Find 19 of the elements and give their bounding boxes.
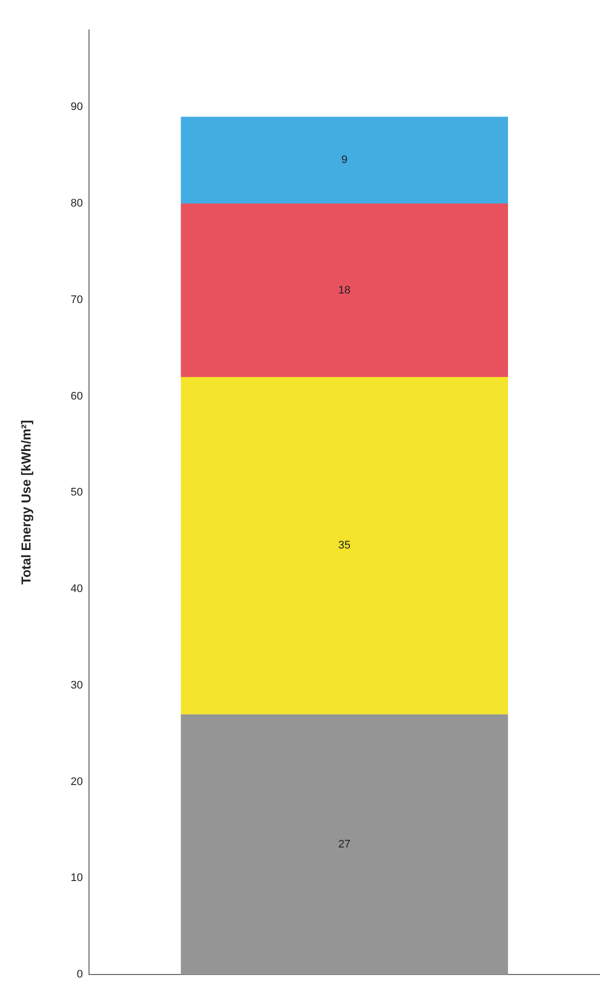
y-tick-label: 0 <box>76 968 83 981</box>
data-label: 27 <box>338 838 351 851</box>
data-label: 35 <box>338 540 351 552</box>
y-tick-label: 10 <box>70 872 83 884</box>
bar <box>180 204 508 377</box>
data-label: 9 <box>341 154 348 166</box>
y-tick-label: 80 <box>70 198 83 210</box>
y-axis-title: Total Energy Use [kWh/m²] <box>18 420 34 585</box>
bar <box>180 376 508 714</box>
data-label: 18 <box>338 284 351 296</box>
bar <box>180 116 508 204</box>
y-tick-label: 40 <box>70 583 83 596</box>
y-tick-label: 30 <box>70 679 83 692</box>
y-tick-label: 90 <box>70 101 83 114</box>
bar <box>180 714 508 975</box>
y-tick-label: 60 <box>70 390 83 402</box>
y-tick-label: 70 <box>70 294 83 306</box>
y-tick-label: 20 <box>70 776 83 788</box>
y-tick-label: 50 <box>70 486 83 499</box>
